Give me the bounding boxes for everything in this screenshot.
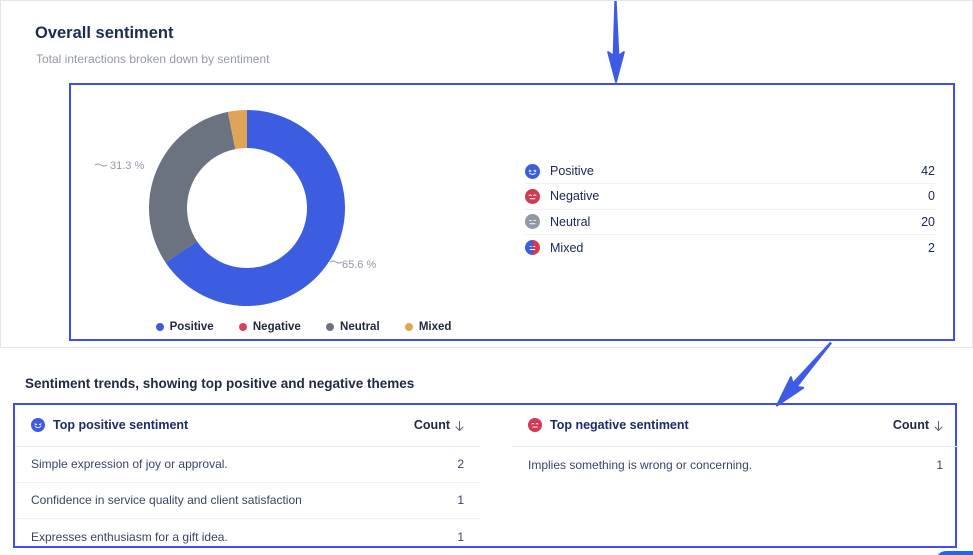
svg-text:65.6 %: 65.6 % — [342, 259, 376, 271]
svg-text:31.3 %: 31.3 % — [110, 160, 144, 172]
